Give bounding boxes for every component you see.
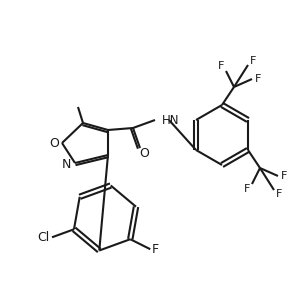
Text: F: F — [244, 184, 250, 194]
Text: N: N — [61, 157, 71, 171]
Text: Cl: Cl — [37, 231, 49, 244]
Text: O: O — [139, 147, 149, 160]
Text: HN: HN — [162, 114, 179, 127]
Text: F: F — [218, 61, 224, 71]
Text: O: O — [49, 136, 59, 149]
Text: F: F — [281, 171, 287, 181]
Text: F: F — [255, 74, 261, 84]
Text: F: F — [276, 189, 282, 199]
Text: F: F — [152, 243, 159, 256]
Text: F: F — [250, 56, 256, 66]
